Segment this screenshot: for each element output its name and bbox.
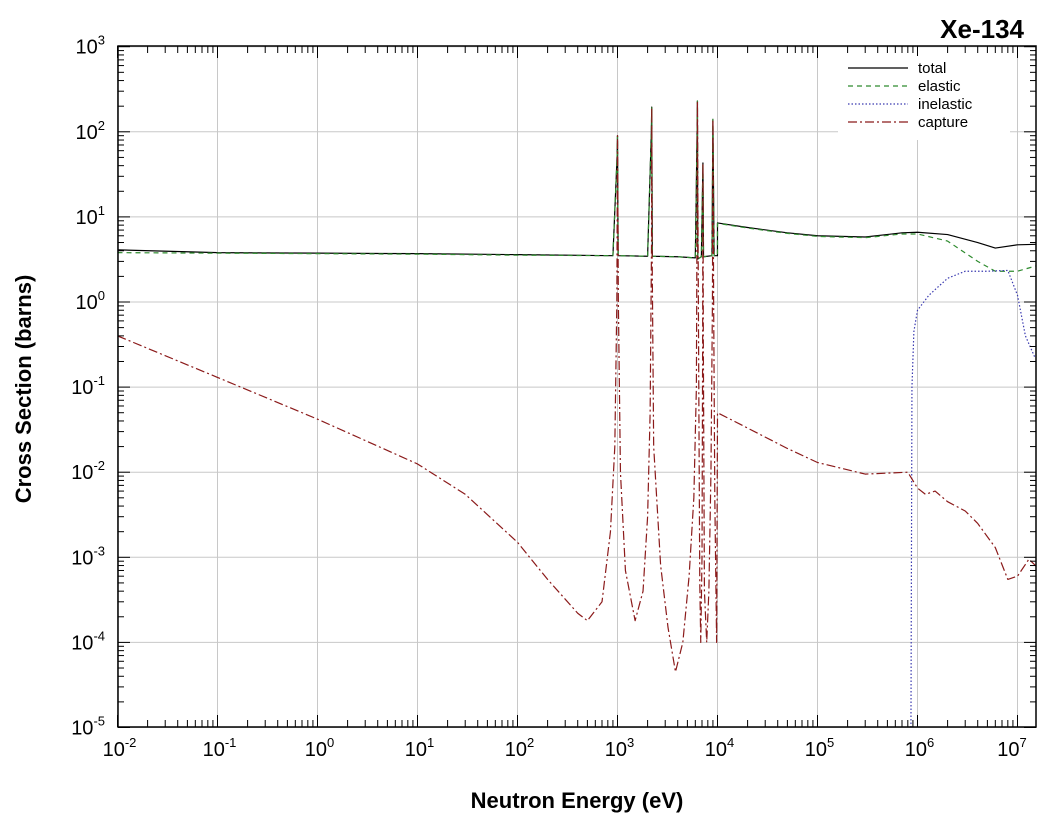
chart-title: Xe-134 [940,14,1024,44]
series-line-inelastic [910,269,1036,727]
tick-labels: 10-2 10-1 100 101 102 103 104 105 106 107 10-5 10-4… [71,33,1027,761]
x-tick-label: 10-1 [203,735,237,761]
plot-border [117,45,1037,728]
y-axis-title: Cross Section (barns) [11,275,36,504]
y-tick-label: 10-1 [71,373,105,399]
plot-frame [117,45,1037,728]
legend-label-total: total [918,60,946,77]
y-tick-label: 10-5 [71,714,105,740]
legend-label-capture: capture [918,114,968,131]
ticks [117,46,1036,728]
x-tick-label: 106 [905,735,934,761]
x-tick-label: 102 [505,735,534,761]
legend-label-elastic: elastic [918,78,961,95]
legend-label-inelastic: inelastic [918,96,973,113]
y-tick-label: 10-4 [71,628,105,654]
series-line-elastic [118,100,1036,272]
legend-box [838,56,1010,140]
x-axis-title: Neutron Energy (eV) [471,788,684,813]
x-tick-label: 104 [705,735,734,761]
x-tick-label: 100 [305,735,334,761]
x-tick-label: 103 [605,735,634,761]
x-tick-label: 107 [997,735,1026,761]
x-tick-label: 101 [405,735,434,761]
y-tick-label: 102 [76,118,105,144]
series-layer [118,100,1036,727]
series-line-capture [118,100,1036,673]
y-tick-label: 100 [76,288,105,314]
x-tick-label: 10-2 [103,735,137,761]
x-tick-label: 105 [805,735,834,761]
y-tick-label: 101 [76,203,105,229]
y-tick-label: 10-3 [71,543,105,569]
y-tick-label: 10-2 [71,458,105,484]
y-tick-label: 103 [76,33,105,59]
